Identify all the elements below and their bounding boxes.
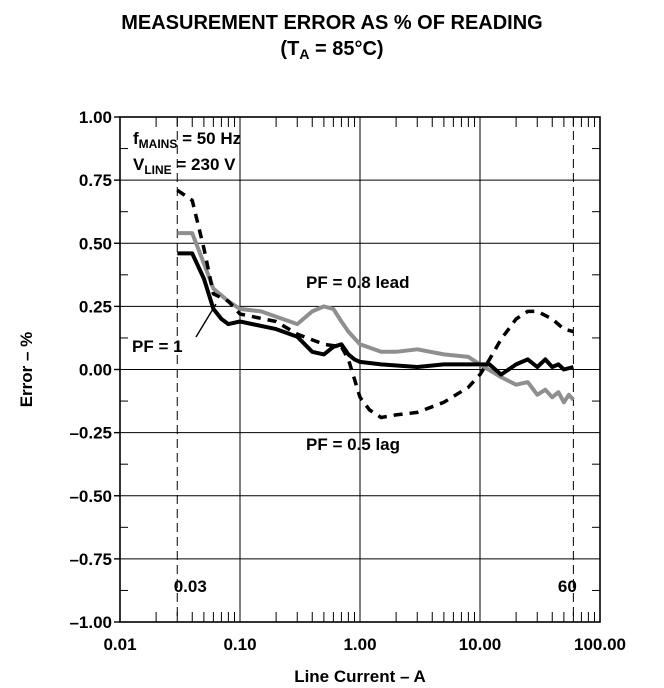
condition-label: VLINE = 230 V: [133, 155, 236, 177]
series-annotation: PF = 0.5 lag: [306, 435, 400, 454]
series-line: [177, 251, 574, 377]
reference-lines: [176, 117, 574, 622]
y-tick-label: –0.50: [69, 487, 112, 506]
y-tick-label: –0.75: [69, 550, 112, 569]
series-group: [176, 188, 575, 420]
annotation-leader: [195, 303, 217, 338]
subtitle-prefix: (T: [280, 38, 300, 60]
y-tick-label: 0.00: [79, 361, 112, 380]
series-annotation: PF = 1: [132, 337, 183, 356]
subtitle-suffix: = 85°C): [309, 38, 384, 60]
x-tick-label: 0.01: [103, 635, 136, 654]
series-line: [177, 231, 575, 405]
y-tick-label: 0.50: [79, 234, 112, 253]
x-tick-label: 10.00: [459, 635, 502, 654]
chart-subtitle: (TA = 85°C): [0, 38, 664, 62]
series-annotation: PF = 0.8 lead: [306, 273, 409, 292]
x-tick-label: 0.10: [223, 635, 256, 654]
y-tick-label: –1.00: [69, 613, 112, 632]
condition-label: fMAINS = 50 Hz: [133, 129, 241, 151]
series-line: [176, 188, 574, 420]
y-tick-label: –0.25: [69, 424, 112, 443]
labels: 0.01 0.10 1.00 10.00 100.00 1.00 0.75 0.50 0.25 0…: [17, 108, 626, 686]
grid: [120, 117, 600, 622]
x-tick-label: 1.00: [343, 635, 376, 654]
x-tick-label: 100.00: [574, 635, 626, 654]
subtitle-subscript: A: [299, 46, 310, 62]
y-tick-label: 1.00: [79, 108, 112, 127]
ticks: [114, 116, 600, 623]
y-axis-title: Error – %: [17, 332, 36, 408]
chart-title: MEASUREMENT ERROR AS % OF READING: [121, 12, 543, 34]
reference-line-label: 0.03: [174, 577, 207, 596]
reference-line-label: 60: [558, 577, 577, 596]
x-axis-title: Line Current – A: [294, 667, 426, 686]
y-tick-label: 0.75: [79, 171, 112, 190]
y-tick-label: 0.25: [79, 297, 112, 316]
